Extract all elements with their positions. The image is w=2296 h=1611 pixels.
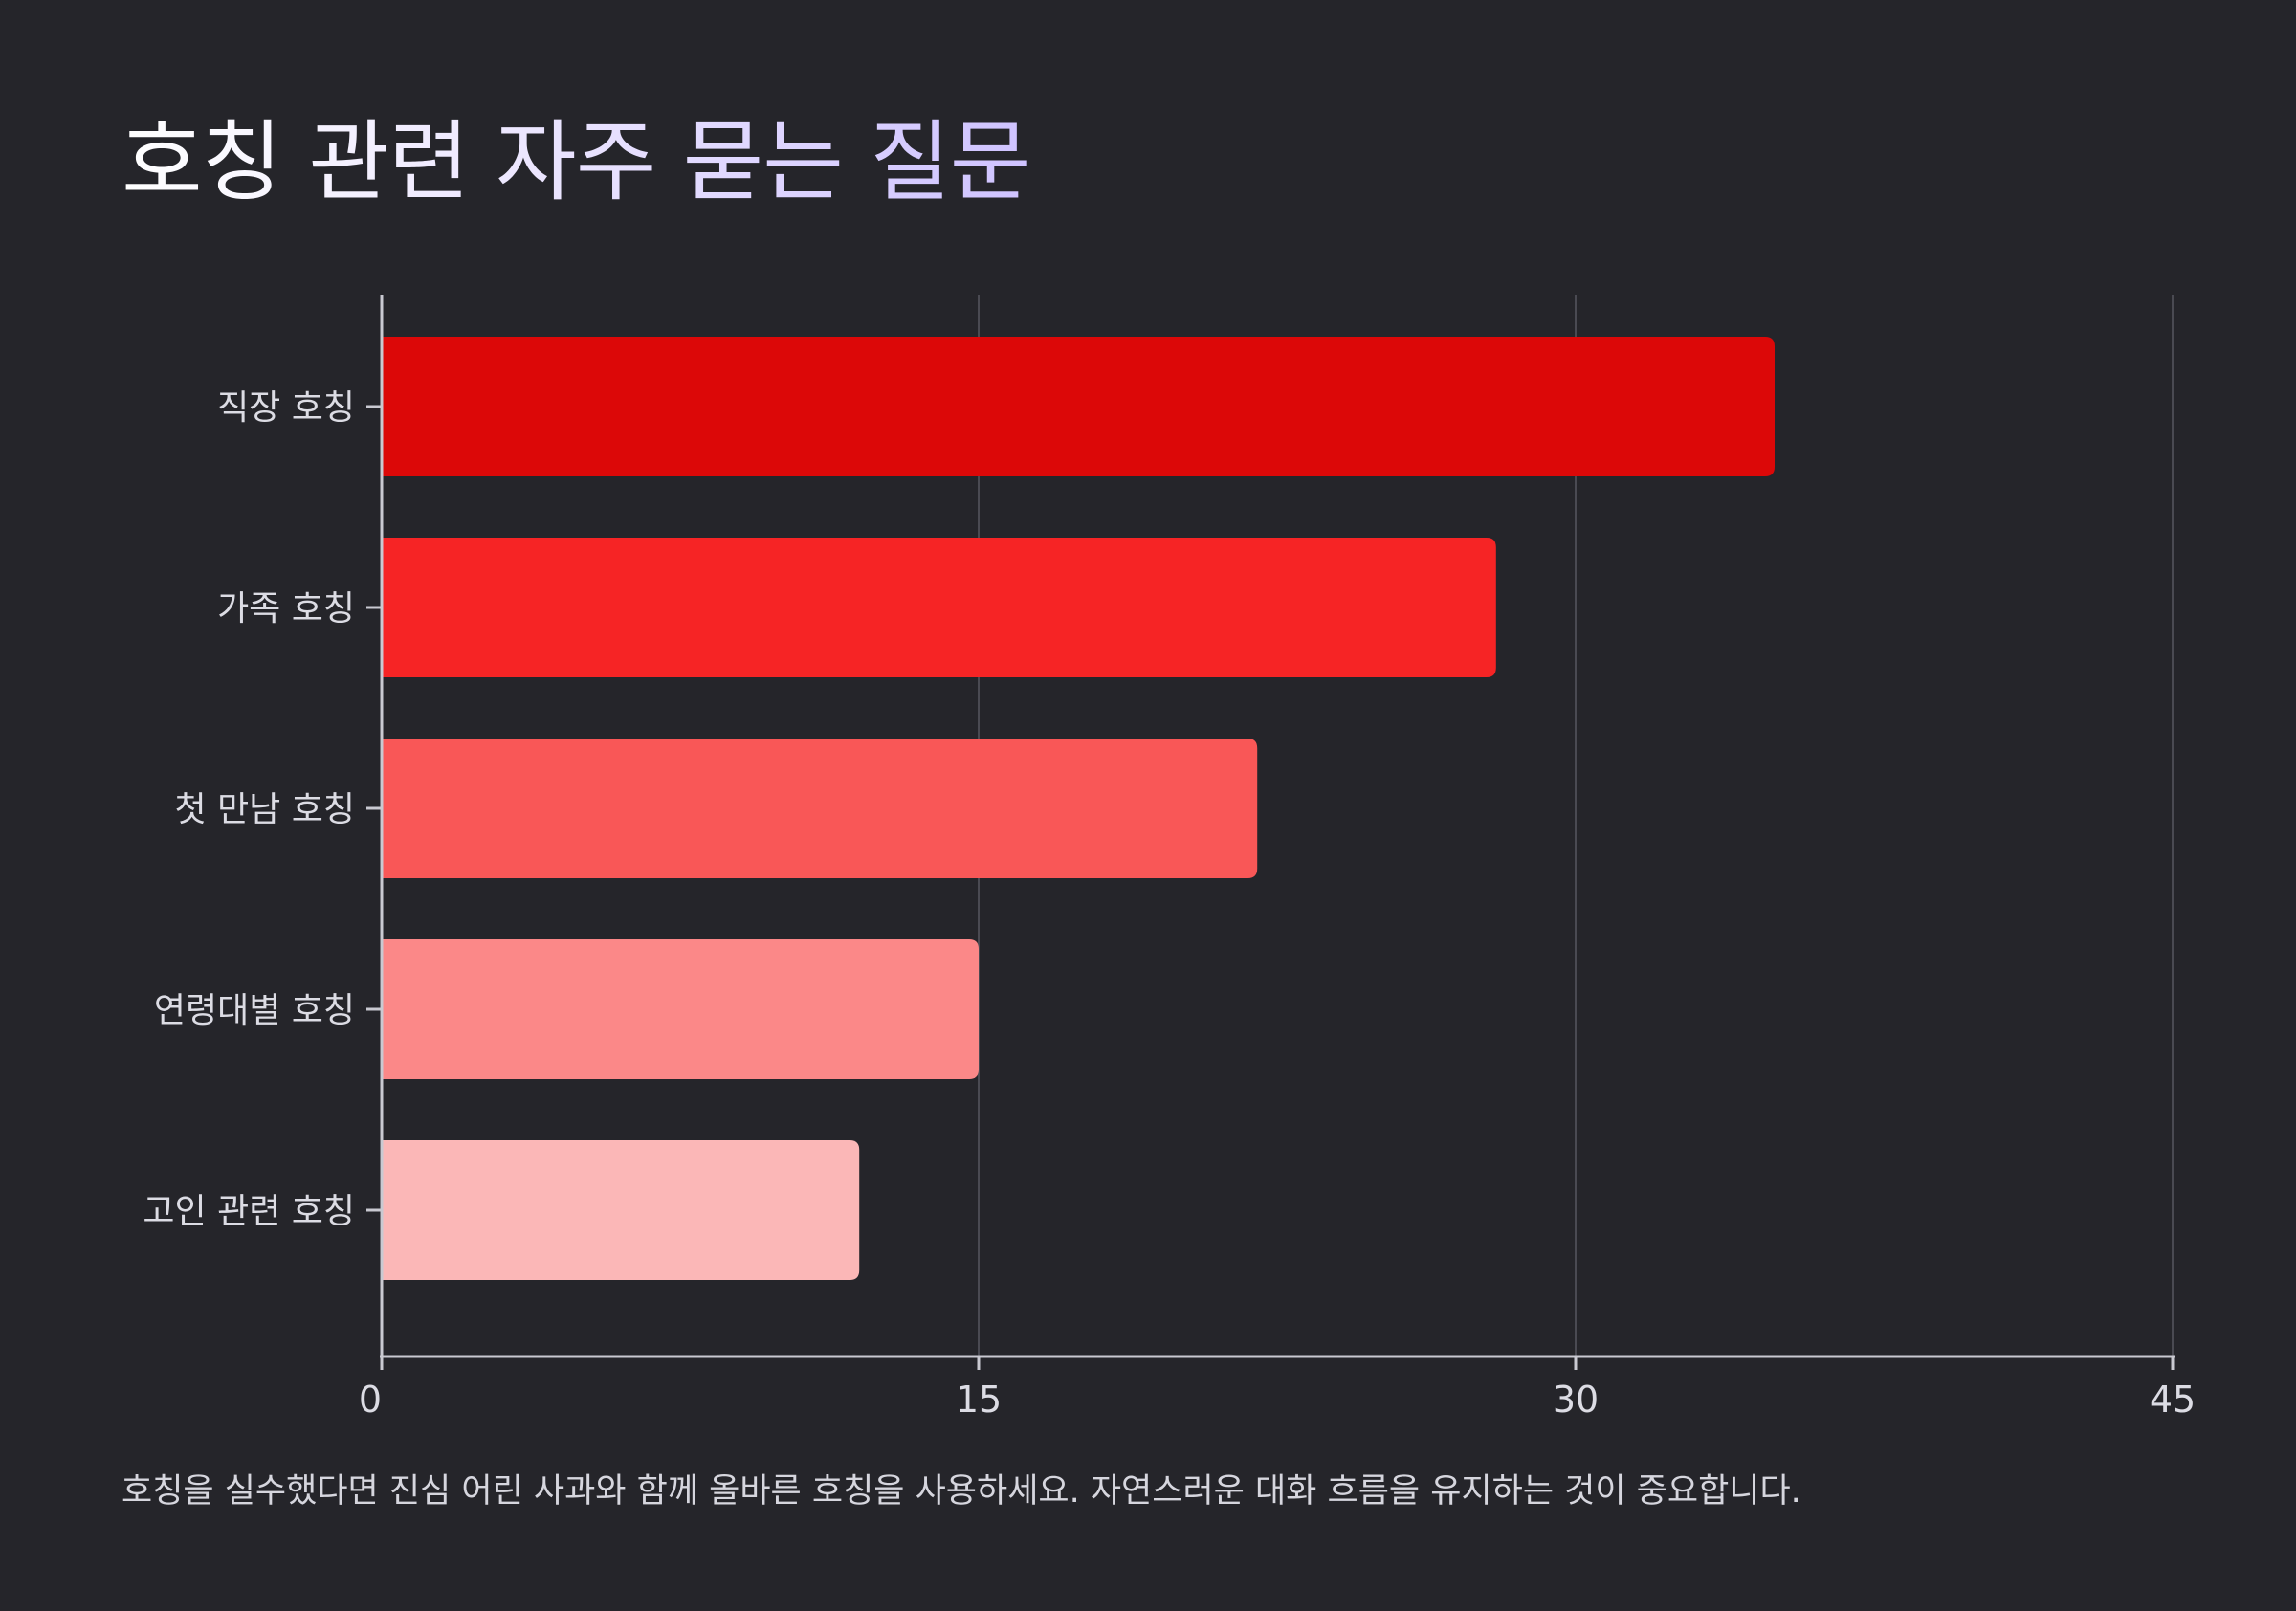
bar-1 [382,337,1775,476]
x-tick-label: 15 [956,1379,1002,1421]
category-label: 가족 호칭 [217,589,355,629]
category-label: 첫 만남 호칭 [175,790,356,829]
bar-2 [382,538,1496,677]
bar-5 [382,1140,860,1280]
bar-3 [382,739,1258,878]
bar-4 [382,939,979,1079]
x-tick-label: 0 [359,1379,382,1421]
x-tick-label: 30 [1553,1379,1599,1421]
chart-title: 호칭 관련 자주 묻는 질문 [121,91,1030,218]
category-label: 연령대별 호칭 [154,991,355,1030]
category-label: 고인 관련 호칭 [143,1192,355,1231]
bars [382,337,1775,1280]
footnote: 호칭을 실수했다면 진심 어린 사과와 함께 올바른 호칭을 사용하세요. 자연… [121,1472,1801,1511]
x-tick-label: 45 [2150,1379,2196,1421]
category-label: 직장 호칭 [217,388,355,428]
axes [366,295,2175,1370]
